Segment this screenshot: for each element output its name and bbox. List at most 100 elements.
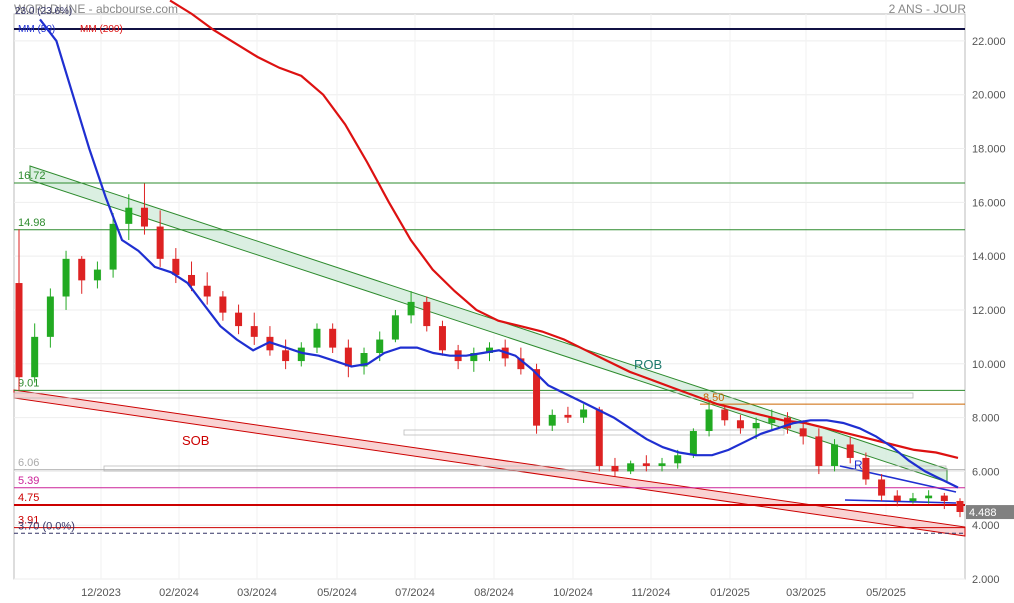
rob-label: ROB — [634, 357, 662, 372]
y-tick-label: 18.000 — [972, 144, 1006, 156]
candle-body — [642, 463, 650, 466]
candle-body — [674, 455, 682, 464]
candle-body — [219, 296, 227, 313]
candle-body — [611, 466, 619, 472]
level-label: 16.72 — [18, 170, 46, 182]
candle-body — [752, 422, 760, 429]
horizontal-levels: 16.72 14.98 9.01 6.06 5.39 4.75 3.913.70 (0.0%… — [14, 6, 965, 534]
level-label: 5.39 — [18, 475, 39, 487]
y-tick-label: 14.000 — [972, 251, 1006, 263]
ma200-line — [169, 0, 959, 459]
candle-body — [376, 339, 384, 353]
candle-body — [313, 328, 321, 348]
x-tick-label: 03/2024 — [237, 587, 277, 599]
y-tick-label: 22.000 — [972, 36, 1006, 48]
candle-body — [486, 347, 493, 353]
level-label: 4.75 — [18, 492, 39, 504]
candle-body — [595, 409, 603, 466]
zone-box — [403, 429, 785, 436]
candles — [15, 183, 964, 518]
candle-body — [799, 428, 807, 437]
level-label: 6.06 — [18, 457, 39, 469]
y-tick-label: 20.000 — [972, 90, 1006, 102]
candle-body — [360, 353, 368, 367]
candle-body — [188, 274, 196, 286]
resistance-label: R — [854, 458, 863, 472]
y-axis: 2.000 4.000 6.000 8.000 10.000 12.000 14.000 16… — [972, 36, 1006, 586]
y-tick-label: 10.000 — [972, 359, 1006, 371]
candle-body — [250, 326, 258, 337]
x-tick-label: 02/2024 — [159, 587, 199, 599]
candle-body — [62, 258, 70, 297]
last-price-box — [966, 505, 1014, 520]
level-label: 9.01 — [18, 377, 39, 389]
candle-body — [266, 336, 274, 351]
candle-body — [878, 479, 886, 496]
candle-body — [783, 417, 791, 429]
candle-body — [140, 207, 148, 227]
candle-body — [736, 420, 744, 429]
y-tick-label: 6.000 — [972, 466, 1000, 478]
y-tick-label: 8.000 — [972, 413, 1000, 425]
candle-body — [470, 353, 478, 362]
ma50-line — [39, 18, 959, 489]
chart-period: 2 ANS - JOUR — [888, 2, 966, 16]
trend-channels — [13, 165, 966, 537]
candle-body — [172, 258, 180, 275]
level-label: 3.91 — [18, 515, 39, 527]
chart-title: WORLDLINE - abcbourse.com — [14, 2, 179, 16]
x-tick-label: 01/2025 — [710, 587, 750, 599]
level-label: 14.98 — [18, 217, 46, 229]
candle-body — [31, 336, 39, 378]
x-tick-label: 12/2023 — [81, 587, 121, 599]
plot-area — [13, 13, 966, 580]
x-tick-label: 03/2025 — [786, 587, 826, 599]
candle-body — [862, 457, 870, 480]
candle-body — [925, 495, 933, 499]
candle-body — [705, 409, 713, 432]
candle-body — [564, 414, 572, 418]
candle-body — [329, 328, 337, 348]
legend-ma50: MM (50) — [18, 24, 55, 35]
x-tick-label: 05/2025 — [866, 587, 906, 599]
annotations: ROB SOB R 4.488 — [182, 357, 1014, 519]
level-label: 23.0 (23.6%) — [15, 6, 72, 17]
candle-body — [344, 347, 352, 367]
candle-body — [768, 417, 776, 423]
candle-body — [109, 223, 117, 270]
x-tick-label: 08/2024 — [474, 587, 514, 599]
candle-body — [846, 444, 854, 458]
legend: MM (50) MM (200) — [18, 24, 123, 35]
zone-box — [103, 465, 947, 472]
x-tick-label: 07/2024 — [395, 587, 435, 599]
candle-body — [156, 226, 164, 259]
x-axis: 12/2023 02/2024 03/2024 05/2024 07/2024 08/20… — [81, 587, 906, 599]
candle-body — [125, 207, 133, 224]
candle-body — [438, 326, 446, 351]
candle-body — [391, 315, 399, 340]
candle-body — [423, 301, 431, 327]
candle-body — [940, 495, 948, 501]
candle-body — [235, 312, 243, 327]
x-tick-label: 05/2024 — [317, 587, 357, 599]
x-tick-label: 10/2024 — [553, 587, 593, 599]
level-label: 3.70 (0.0%) — [18, 520, 75, 532]
candle-body — [815, 436, 823, 466]
x-tick-label: 11/2024 — [632, 587, 671, 599]
legend-ma200: MM (200) — [80, 24, 123, 35]
candle-body — [517, 358, 525, 370]
candle-body — [46, 296, 54, 337]
zone-box — [13, 392, 914, 399]
candle-body — [721, 409, 729, 421]
y-tick-label: 16.000 — [972, 197, 1006, 209]
candle-body — [533, 369, 541, 426]
candle-body — [203, 285, 211, 297]
support-line — [844, 499, 957, 504]
candle-body — [831, 444, 839, 466]
candle-body — [909, 498, 917, 501]
moving-averages — [39, 0, 959, 489]
candle-body — [78, 258, 86, 281]
candle-body — [297, 347, 305, 362]
candle-body — [580, 409, 588, 418]
